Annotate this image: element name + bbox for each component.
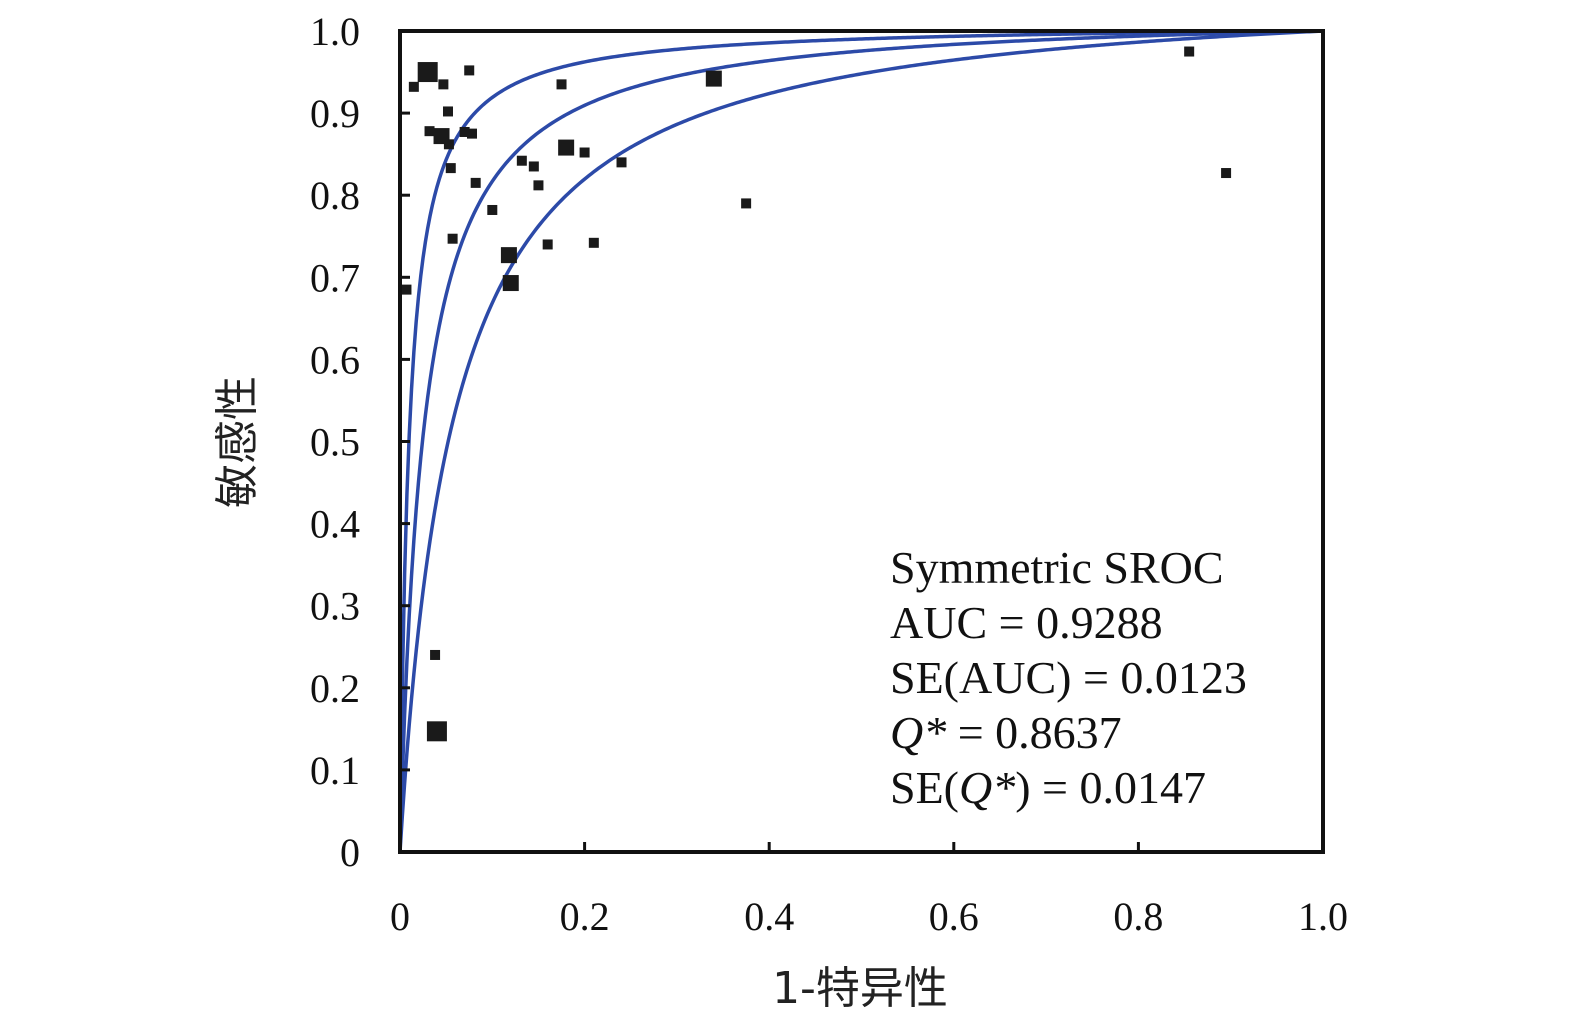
- x-tick-label: 0.4: [744, 894, 794, 939]
- stats-annotation: Symmetric SROC AUC = 0.9288 SE(AUC) = 0.…: [890, 542, 1247, 813]
- annotation-auc: AUC = 0.9288: [890, 597, 1163, 648]
- study-point: [533, 180, 544, 191]
- q-star-symbol: Q*: [890, 707, 946, 758]
- study-point: [588, 237, 599, 248]
- annotation-se-auc: SE(AUC) = 0.0123: [890, 652, 1247, 703]
- study-point: [1184, 46, 1195, 57]
- y-tick-label: 0.8: [310, 173, 360, 218]
- y-tick-label: 0.4: [310, 502, 360, 547]
- study-point: [528, 161, 539, 172]
- study-point: [443, 139, 454, 150]
- study-point: [426, 721, 447, 742]
- sroc-curves: [398, 29, 1324, 853]
- study-points: [401, 46, 1232, 742]
- study-point: [556, 79, 567, 90]
- y-tick-label: 0.6: [310, 337, 360, 382]
- study-point: [459, 126, 470, 137]
- y-tick-label: 1.0: [310, 9, 360, 54]
- study-point: [741, 198, 752, 209]
- tick-labels: 0 0.2 0.4 0.6 0.8 1.0 0 0.1 0.2 0.3 0.4 0.5 0.6 0.7 0.…: [310, 9, 1348, 939]
- study-point: [705, 70, 722, 87]
- sroc-curve-fit: [398, 29, 1324, 853]
- se-q-value: ) = 0.0147: [1015, 762, 1206, 813]
- y-tick-label: 0.2: [310, 666, 360, 711]
- study-point: [464, 65, 475, 76]
- sroc-curve-upper: [398, 29, 1324, 853]
- study-point: [466, 128, 477, 139]
- study-point: [408, 81, 419, 92]
- y-tick-label: 0.9: [310, 91, 360, 136]
- y-tick-label: 0.3: [310, 584, 360, 629]
- study-point: [424, 126, 435, 137]
- study-point: [516, 155, 527, 166]
- study-point: [616, 157, 627, 168]
- se-q-symbol: Q*: [959, 762, 1015, 813]
- y-tick-label: 0: [340, 830, 360, 875]
- study-point: [401, 284, 412, 295]
- y-tick-label: 0.5: [310, 420, 360, 465]
- x-tick-label: 0.6: [929, 894, 979, 939]
- study-point: [438, 79, 449, 90]
- annotation-title: Symmetric SROC: [890, 542, 1224, 593]
- study-point: [445, 163, 456, 174]
- study-point: [542, 239, 553, 250]
- axis-ticks: [398, 29, 1325, 854]
- study-point: [430, 649, 441, 660]
- study-point: [500, 247, 517, 264]
- annotation-q-star: Q* = 0.8637: [890, 707, 1122, 758]
- x-tick-label: 0.2: [560, 894, 610, 939]
- x-tick-label: 0: [390, 894, 410, 939]
- annotation-se-q-star: SE(Q*) = 0.0147: [890, 762, 1206, 813]
- q-star-value: = 0.8637: [946, 707, 1121, 758]
- se-q-prefix: SE(: [890, 762, 959, 813]
- study-point: [470, 177, 481, 188]
- y-axis-title: 敏感性: [212, 376, 263, 508]
- x-axis-title: 1-特异性: [772, 963, 948, 1014]
- study-point: [447, 233, 458, 244]
- y-tick-label: 0.1: [310, 748, 360, 793]
- sroc-curve-lower: [398, 29, 1324, 853]
- y-tick-label: 0.7: [310, 255, 360, 300]
- plot-frame: [398, 29, 1325, 854]
- x-tick-label: 1.0: [1298, 894, 1348, 939]
- study-point: [579, 147, 590, 158]
- study-point: [442, 106, 453, 117]
- study-point: [558, 139, 575, 156]
- study-point: [502, 275, 519, 292]
- study-point: [1221, 168, 1232, 179]
- x-tick-label: 0.8: [1113, 894, 1163, 939]
- study-point: [417, 62, 438, 83]
- study-point: [487, 204, 498, 215]
